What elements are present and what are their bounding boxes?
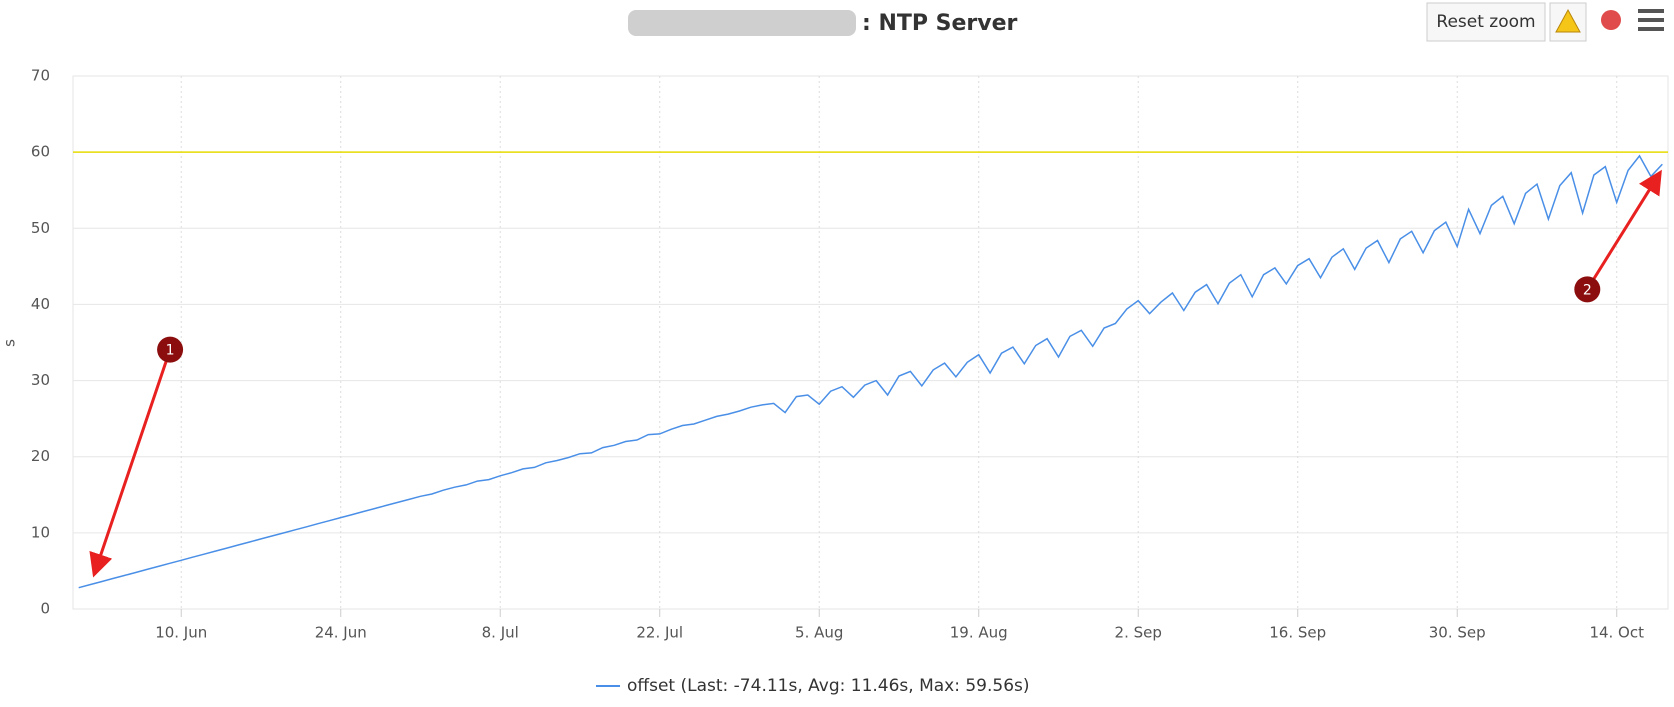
annotation-marker <box>157 336 184 363</box>
button-label[interactable]: Reset zoom <box>1436 12 1535 32</box>
y-tick-label: 40 <box>31 295 50 313</box>
annotation-marker <box>1574 276 1601 303</box>
blurred-host <box>628 10 856 36</box>
x-tick-label: 10. Jun <box>155 624 207 642</box>
x-tick-label: 22. Jul <box>636 624 683 642</box>
x-tick-label: 19. Aug <box>950 624 1008 642</box>
y-tick-label: 0 <box>40 600 50 618</box>
series-line <box>78 154 1663 589</box>
y-tick-label: 70 <box>31 67 50 85</box>
annotation-arrow <box>1586 169 1662 291</box>
plot-area <box>72 75 1669 610</box>
warning-icon[interactable] <box>1549 2 1587 42</box>
annotation-label: 2 <box>1583 282 1592 298</box>
x-tick-label: 24. Jun <box>315 624 367 642</box>
reset-zoom-button[interactable]: Reset zoom <box>1426 2 1546 42</box>
x-tick-label: 5. Aug <box>795 624 843 642</box>
warning-triangle[interactable] <box>1555 8 1581 33</box>
legend-label: offset (Last: -74.11s, Avg: 11.46s, Max:… <box>627 676 1030 696</box>
menu-icon[interactable] <box>1638 9 1664 31</box>
y-tick-label: 60 <box>31 143 50 161</box>
x-tick-label: 2. Sep <box>1115 624 1162 642</box>
x-tick-label: 14. Oct <box>1589 624 1644 642</box>
x-tick-label: 8. Jul <box>482 624 519 642</box>
button-box[interactable] <box>1426 2 1546 42</box>
y-tick-label: 30 <box>31 371 50 389</box>
annotation-label: 1 <box>166 343 175 359</box>
y-axis-label: s <box>1 339 19 347</box>
error-icon[interactable] <box>1601 10 1621 30</box>
x-tick-label: 30. Sep <box>1429 624 1486 642</box>
x-tick-label: 16. Sep <box>1269 624 1326 642</box>
y-tick-label: 20 <box>31 447 50 465</box>
annotation-arrow <box>89 349 172 578</box>
y-tick-label: 10 <box>31 523 50 541</box>
y-tick-label: 50 <box>31 219 50 237</box>
chart-title: : NTP Server <box>862 11 1018 36</box>
